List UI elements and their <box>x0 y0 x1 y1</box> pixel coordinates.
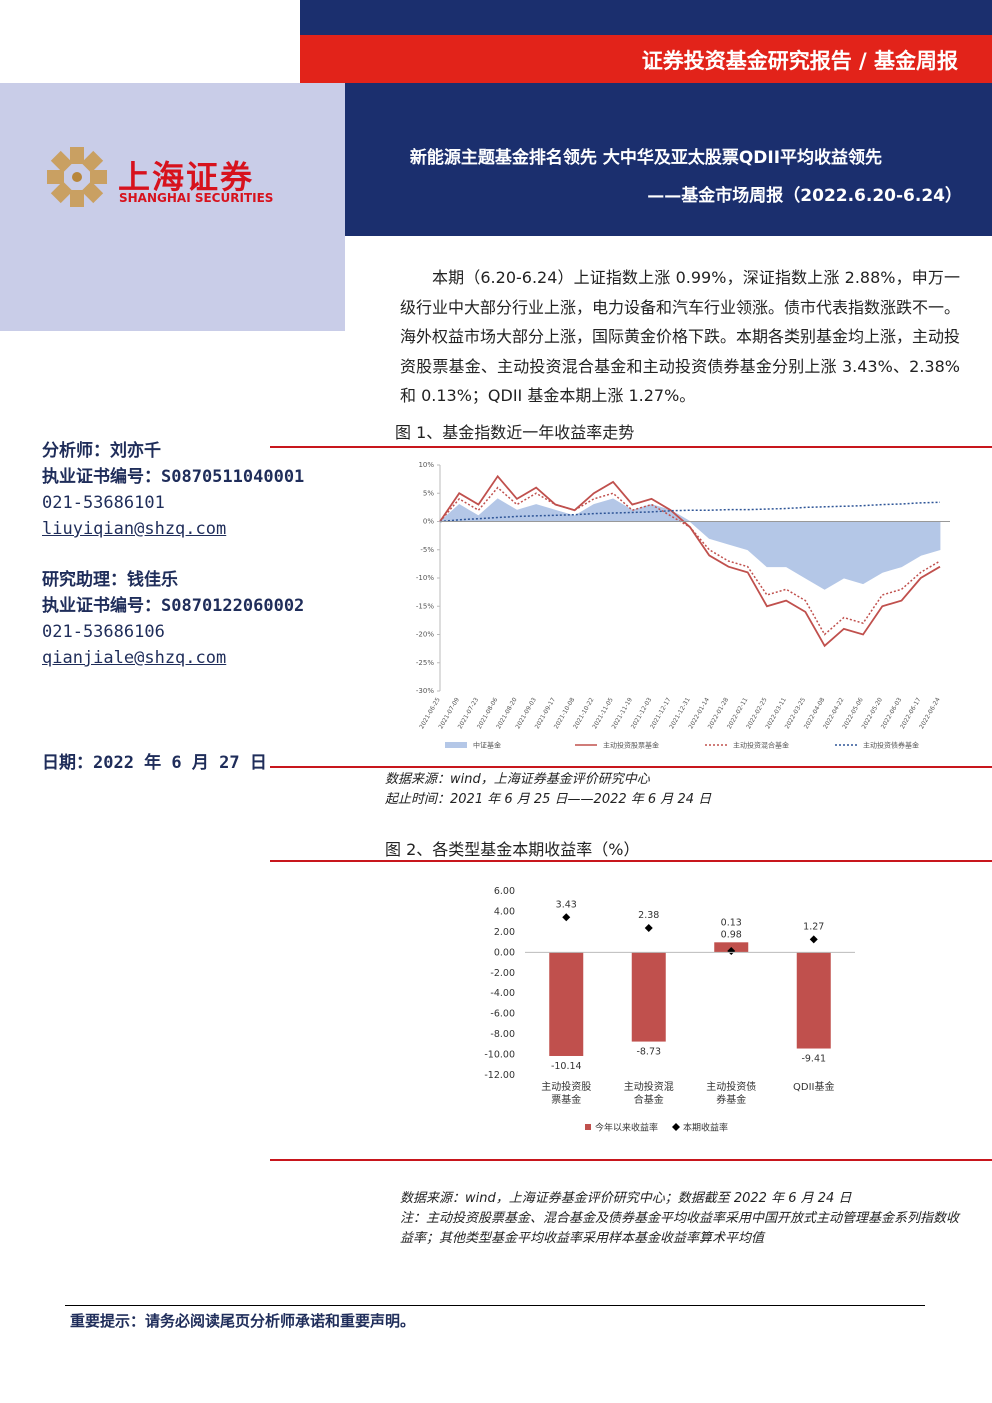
x-tick-label: 主动投资股票基金 <box>541 1082 592 1106</box>
legend-swatch <box>672 1123 680 1131</box>
report-date: 日期：2022 年 6 月 27 日 <box>42 753 267 773</box>
line <box>439 501 941 523</box>
legend-label: 主动投资债券基金 <box>863 741 919 750</box>
y-tick-label: -30% <box>416 687 434 695</box>
bar <box>796 952 831 1049</box>
bar <box>631 952 666 1042</box>
assistant-license: 执业证书编号：S0870122060002 <box>42 596 305 616</box>
logo-panel <box>0 83 345 331</box>
assistant-role: 研究助理：钱佳乐 <box>42 570 178 590</box>
y-tick-label: 4.00 <box>494 906 515 917</box>
x-tick-label: 2022-06-24 <box>918 696 942 730</box>
x-tick-label: 主动投资混合基金 <box>623 1082 674 1106</box>
y-tick-label: -10% <box>416 574 434 582</box>
figure-period: 起止时间：2021 年 6 月 25 日——2022 年 6 月 24 日 <box>385 792 712 807</box>
chart: -12.00 -10.00 -8.00 -6.00 -4.00 -2.00 0.00 2.00… <box>484 886 855 1134</box>
analyst-phone: 021-53686101 <box>42 493 165 513</box>
y-tick-label: -12.00 <box>484 1070 515 1081</box>
y-tick-label: -8.00 <box>490 1029 515 1040</box>
rule <box>270 860 992 862</box>
bar-value-label: 0.98 <box>721 929 742 940</box>
y-tick-label: -25% <box>416 659 434 667</box>
area <box>438 498 941 590</box>
figure-source: 数据来源：wind，上海证券基金评价研究中心 <box>385 772 650 787</box>
legend-swatch <box>445 742 467 748</box>
footer-rule <box>65 1305 925 1306</box>
rule <box>270 766 992 768</box>
legend-label: 主动投资股票基金 <box>603 741 659 750</box>
diamond-marker <box>562 913 571 922</box>
analyst-role: 分析师：刘亦千 <box>42 441 161 461</box>
logo-name-en: SHANGHAI SECURITIES <box>119 191 274 205</box>
logo-mark <box>47 147 107 207</box>
report-title: 新能源主题基金排名领先 大中华及亚太股票QDII平均收益领先 <box>409 148 883 168</box>
bar-value-label: -9.41 <box>801 1054 826 1065</box>
diamond-marker <box>644 924 653 933</box>
analyst-license: 执业证书编号：S0870511040001 <box>42 467 305 487</box>
fund-return-chart: -12.00 -10.00 -8.00 -6.00 -4.00 -2.00 0.00 2.00… <box>470 880 870 1150</box>
y-tick-label: -20% <box>416 631 434 639</box>
x-tick-label: 主动投资债券基金 <box>706 1082 757 1106</box>
y-tick-label: -15% <box>416 602 434 610</box>
y-tick-label: -2.00 <box>490 968 515 979</box>
bar <box>549 952 584 1056</box>
legend-swatch <box>585 1124 591 1130</box>
bar-value-label: -8.73 <box>636 1047 661 1058</box>
legend-label: 主动投资混合基金 <box>733 741 789 750</box>
y-tick-label: 2.00 <box>494 927 515 938</box>
assistant-phone: 021-53686106 <box>42 622 165 642</box>
diamond-marker <box>809 935 818 944</box>
y-tick-label: 0.00 <box>494 947 515 958</box>
assistant-email: qianjiale@shzq.com <box>42 648 227 668</box>
point-value-label: 0.13 <box>721 917 742 928</box>
summary: 本期（6.20-6.24）上证指数上涨 0.99%，深证指数上涨 2.88%，申… <box>400 268 961 405</box>
legend-label: 本期收益率 <box>683 1122 728 1134</box>
bar-value-label: -10.14 <box>551 1061 582 1072</box>
point-value-label: 1.27 <box>803 921 824 932</box>
figure-caption: 图 2、各类型基金本期收益率（%） <box>385 840 640 859</box>
figure-caption: 图 1、基金指数近一年收益率走势 <box>395 423 635 442</box>
y-tick-label: -4.00 <box>490 988 515 999</box>
point-value-label: 3.43 <box>556 899 577 910</box>
diamond-marker <box>727 947 736 956</box>
legend-label: 今年以来收益率 <box>595 1122 658 1134</box>
rule <box>270 446 992 448</box>
x-tick-label: QDII基金 <box>793 1082 835 1093</box>
rule <box>270 1159 992 1161</box>
y-tick-label: 10% <box>418 461 434 469</box>
point-value-label: 2.38 <box>638 910 659 921</box>
figure-source: 数据来源：wind，上海证券基金评价研究中心；数据截至 2022 年 6 月 2… <box>400 1191 852 1206</box>
y-tick-label: 5% <box>423 489 434 497</box>
y-tick-label: -5% <box>420 546 434 554</box>
y-tick-label: -10.00 <box>484 1050 515 1061</box>
line <box>439 486 941 636</box>
y-tick-label: 0% <box>423 518 434 526</box>
y-tick-label: 6.00 <box>494 886 515 897</box>
report-subtitle: ——基金市场周报（2022.6.20-6.24） <box>647 186 962 206</box>
fund-index-chart: -30%-25%-20%-15%-10%-5%0%5%10%2021-06-25… <box>416 461 950 750</box>
figure-note: 注：主动投资股票基金、混合基金及债券基金平均收益率采用中国开放式主动管理基金系列… <box>400 1211 960 1246</box>
footer-note: 重要提示：请务必阅读尾页分析师承诺和重要声明。 <box>70 1312 416 1330</box>
report-type: 证券投资基金研究报告 / 基金周报 <box>641 49 958 73</box>
legend-label: 中证基金 <box>473 741 501 750</box>
analyst-email: liuyiqian@shzq.com <box>42 519 227 539</box>
y-tick-label: -6.00 <box>490 1009 515 1020</box>
logo-name-cn: 上海证券 <box>118 158 255 196</box>
header-red-strip <box>300 35 992 83</box>
